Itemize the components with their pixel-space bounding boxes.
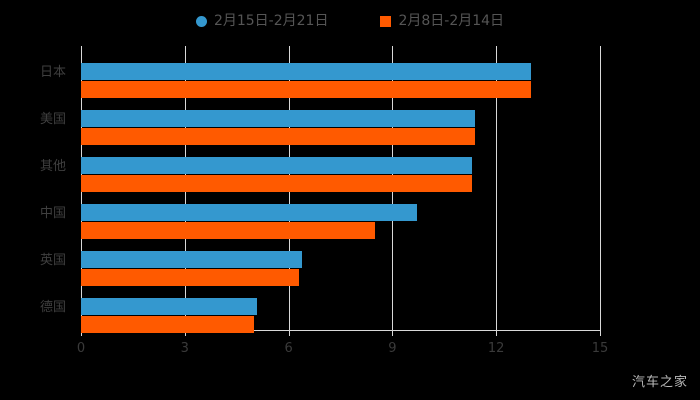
tick-mark-12 — [496, 330, 498, 336]
watermark: 汽车之家 — [631, 375, 688, 390]
chart-legend: 2月15日-2月21日 2月8日-2月14日 — [0, 8, 700, 34]
legend-swatch-orange-square — [380, 15, 392, 27]
legend-label-series-b: 2月8日-2月14日 — [398, 13, 505, 29]
y-axis-label-4: 英国 — [39, 253, 66, 268]
legend-item-series-a[interactable]: 2月15日-2月21日 — [195, 13, 329, 29]
bar-group — [81, 298, 600, 334]
y-axis-label-5: 德国 — [39, 300, 66, 315]
tick-mark-9 — [392, 330, 394, 336]
bar-group — [81, 251, 600, 287]
bar[interactable] — [81, 316, 254, 333]
bar[interactable] — [81, 110, 476, 127]
tick-mark-6 — [288, 330, 290, 336]
tick-mark-0 — [81, 330, 82, 336]
bar-group — [81, 63, 600, 99]
tick-mark-15 — [600, 330, 601, 336]
bar[interactable] — [81, 298, 258, 315]
gridline-12 — [496, 46, 498, 330]
legend-swatch-blue-dot — [195, 15, 207, 27]
x-axis-line — [81, 330, 601, 331]
y-axis-label-2: 其他 — [39, 159, 66, 174]
bar-group — [81, 204, 600, 240]
x-axis-tick-label-6: 6 — [284, 341, 293, 356]
y-axis-label-1: 美国 — [39, 112, 66, 127]
x-axis-tick-label-15: 15 — [591, 341, 609, 356]
tick-mark-3 — [184, 330, 186, 336]
bar-group — [81, 110, 600, 146]
x-axis-tick-label-0: 0 — [76, 341, 86, 356]
bar[interactable] — [81, 251, 303, 268]
x-axis-tick-label-9: 9 — [388, 341, 397, 356]
y-axis-label-3: 中国 — [39, 206, 66, 221]
bar[interactable] — [81, 157, 472, 174]
legend-item-series-b[interactable]: 2月8日-2月14日 — [380, 13, 504, 29]
bar[interactable] — [81, 204, 417, 221]
bar-group — [81, 157, 600, 193]
bar[interactable] — [81, 63, 531, 80]
plot-area: 0 3 6 9 12 15 — [77, 46, 608, 356]
bar[interactable] — [81, 269, 299, 286]
gridline-15 — [600, 46, 601, 330]
y-axis-category-labels: 日本 美国 其他 中国 英国 德国 — [0, 48, 75, 330]
y-axis-label-0: 日本 — [39, 65, 66, 80]
legend-label-series-a: 2月15日-2月21日 — [213, 13, 329, 29]
bar[interactable] — [81, 128, 476, 145]
bar[interactable] — [81, 175, 472, 192]
x-axis-tick-label-3: 3 — [180, 341, 189, 356]
x-axis-tick-label-12: 12 — [487, 341, 505, 356]
bar[interactable] — [81, 222, 376, 239]
bar[interactable] — [81, 81, 531, 98]
